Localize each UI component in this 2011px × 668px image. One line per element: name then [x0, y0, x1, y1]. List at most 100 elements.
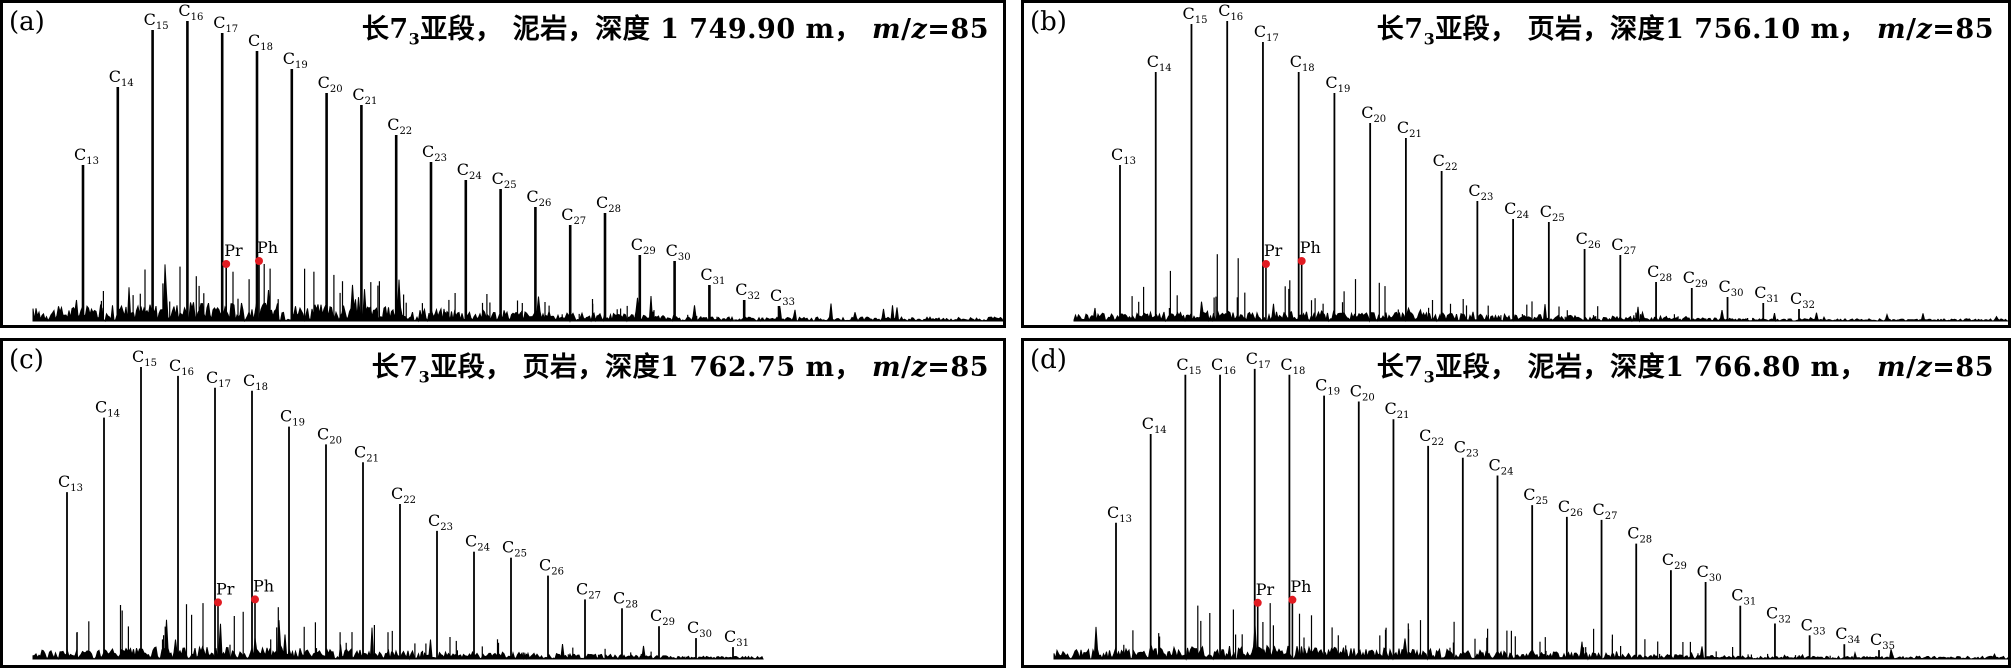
peak-label-c17: C17: [206, 368, 231, 390]
peak-label-number: 32: [1778, 615, 1791, 626]
peak-label-letter: C: [1754, 283, 1766, 302]
peak-label-letter: C: [1683, 268, 1695, 287]
peak-label-letter: C: [1315, 376, 1327, 395]
peak-label-letter: C: [539, 556, 551, 575]
peak-label-c17: C17: [213, 13, 238, 35]
peak-label-number: 29: [1695, 279, 1708, 290]
peak-label-letter: C: [1540, 202, 1552, 221]
peak-label-number: 13: [1119, 514, 1132, 525]
ph-marker: [1288, 595, 1297, 604]
peak-label-letter: C: [1576, 229, 1588, 248]
peak-label-number: 24: [469, 171, 482, 182]
peak-label-number: 20: [1362, 393, 1375, 404]
peak-label-letter: C: [178, 3, 190, 20]
ph-label: Ph: [253, 576, 274, 595]
peak-label-c24: C24: [465, 532, 490, 554]
peak-label-c23: C23: [1468, 181, 1493, 203]
pr-marker: [1253, 598, 1262, 607]
peak-label-letter: C: [1454, 438, 1466, 457]
peak-label-c26: C26: [1576, 229, 1601, 251]
peak-label-number: 15: [156, 21, 169, 32]
peak-label-number: 26: [539, 198, 552, 209]
peak-label-c20: C20: [318, 73, 343, 95]
peak-label-c28: C28: [613, 588, 638, 610]
peak-label-number: 30: [678, 252, 691, 263]
peak-label-number: 28: [1639, 535, 1652, 546]
mz-z: z: [911, 352, 928, 383]
mz-m: m: [1877, 14, 1907, 45]
peak-label-number: 15: [1195, 15, 1208, 26]
mz-slash: /: [901, 14, 912, 45]
peak-label-letter: C: [1280, 355, 1292, 374]
ph-marker: [1297, 257, 1306, 265]
peak-label-number: 17: [225, 24, 238, 35]
peak-label-number: 19: [295, 60, 308, 71]
peak-label-c18: C18: [1280, 355, 1305, 377]
peak-label-number: 15: [144, 358, 157, 369]
mz-m: m: [872, 14, 902, 45]
peak-label-number: 21: [1397, 410, 1410, 421]
peak-label-letter: C: [387, 115, 399, 134]
peak-label-number: 13: [1123, 156, 1136, 167]
peak-label-c27: C27: [1611, 235, 1636, 257]
peak-label-letter: C: [74, 145, 86, 164]
peak-label-number: 22: [1445, 162, 1458, 173]
peak-label-c21: C21: [1397, 118, 1422, 140]
peak-label-c19: C19: [280, 407, 305, 429]
peak-label-number: 19: [1327, 387, 1340, 398]
peak-label-number: 29: [643, 246, 656, 257]
ph-label: Ph: [1300, 238, 1321, 257]
ph-marker: [251, 595, 259, 604]
peak-label-c24: C24: [1489, 456, 1514, 478]
ph-marker: [255, 257, 263, 265]
peak-label-letter: C: [1325, 73, 1337, 92]
peak-label-c16: C16: [1218, 3, 1243, 23]
peak-label-letter: C: [109, 67, 121, 86]
peak-label-c27: C27: [1593, 500, 1618, 522]
pr-marker: [1261, 260, 1270, 268]
peak-label-number: 31: [1744, 597, 1757, 608]
peak-label-c35: C35: [1870, 630, 1895, 652]
peak-label-number: 14: [107, 409, 120, 420]
peak-label-c23: C23: [1454, 438, 1479, 460]
peak-label-letter: C: [1361, 103, 1373, 122]
peak-label-letter: C: [1419, 426, 1431, 445]
peak-label-number: 21: [1409, 129, 1422, 140]
peak-label-number: 20: [1373, 114, 1386, 125]
peak-label-letter: C: [243, 371, 255, 390]
peak-label-c29: C29: [1662, 550, 1687, 572]
baseline-trace: [1073, 301, 2008, 323]
peak-label-c28: C28: [1627, 524, 1652, 546]
peak-label-letter: C: [391, 484, 403, 503]
pr-label: Pr: [224, 241, 243, 260]
peak-label-letter: C: [318, 73, 330, 92]
peak-label-number: 18: [260, 42, 273, 53]
peak-label-letter: C: [666, 241, 678, 260]
peak-label-letter: C: [1504, 199, 1516, 218]
panel-title: 长73亚段， 泥岩，深度 1 749.90 m， m/z=85: [362, 7, 989, 48]
peak-label-c18: C18: [248, 31, 273, 53]
peak-label-letter: C: [354, 442, 366, 461]
peak-label-letter: C: [650, 606, 662, 625]
peak-label-c14: C14: [95, 398, 120, 420]
peak-label-letter: C: [1142, 414, 1154, 433]
mz-slash: /: [1906, 352, 1917, 383]
peak-label-c29: C29: [1683, 268, 1708, 290]
peak-label-c19: C19: [283, 49, 308, 71]
peak-label-number: 28: [608, 204, 621, 215]
chromatogram-panel-b: C13 C14 C15 C16 C17 C18 C19 C20 C21 C22 C23 C24 C25 C…: [1021, 0, 2011, 328]
peak-label-number: 32: [1802, 300, 1815, 311]
peak-label-number: 27: [588, 590, 601, 601]
peak-label-c15: C15: [1176, 355, 1201, 377]
peak-label-number: 26: [1588, 240, 1601, 251]
peak-label-number: 16: [191, 12, 204, 23]
peak-label-letter: C: [1176, 355, 1188, 374]
peak-label-c28: C28: [596, 193, 621, 215]
peak-label-number: 33: [782, 297, 795, 308]
peak-label-number: 31: [713, 276, 726, 287]
pr-marker: [222, 260, 231, 268]
chromatogram-panel-a: C13 C14 C15 C16 C17 C18 C19 C20 C21 C22 C23 C24 C25 C…: [0, 0, 1006, 328]
peak-label-number: 24: [1516, 210, 1529, 221]
